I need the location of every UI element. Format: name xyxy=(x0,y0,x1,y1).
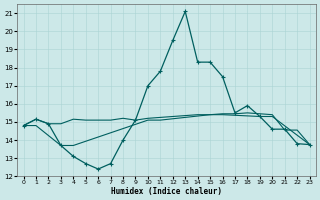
X-axis label: Humidex (Indice chaleur): Humidex (Indice chaleur) xyxy=(111,187,222,196)
